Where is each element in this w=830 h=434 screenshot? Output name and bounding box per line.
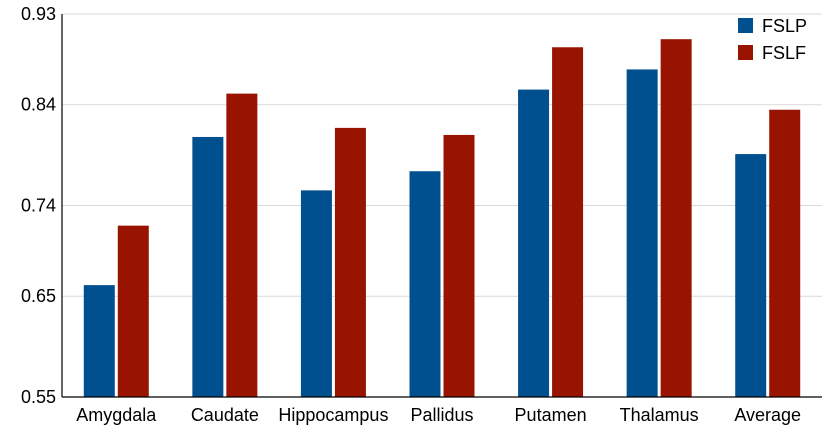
bar-fslf-putamen	[552, 47, 584, 397]
legend-swatch-fslf	[738, 45, 753, 60]
bar-fslf-thalamus	[660, 39, 692, 398]
bar-fslp-hippocampus	[300, 190, 332, 397]
bar-fslf-hippocampus	[334, 127, 366, 398]
y-tick-label: 0.93	[21, 4, 56, 24]
legend-label-fslf: FSLF	[762, 43, 806, 63]
bar-fslp-average	[735, 154, 767, 397]
y-tick-label: 0.55	[21, 387, 56, 407]
legend: FSLP FSLF	[738, 16, 807, 63]
bar-fslf-pallidus	[443, 134, 475, 397]
bar-fslp-putamen	[518, 89, 550, 397]
x-tick-label: Pallidus	[410, 405, 473, 425]
x-tick-labels: Amygdala Caudate Hippocampus Pallidus Putame…	[76, 405, 801, 425]
x-tick-label: Putamen	[515, 405, 587, 425]
x-tick-label: Caudate	[191, 405, 259, 425]
grid	[62, 13, 822, 297]
bar-fslf-amygdala	[117, 225, 149, 397]
x-tick-label: Hippocampus	[278, 405, 388, 425]
bars	[83, 39, 801, 398]
bar-fslp-thalamus	[626, 69, 658, 398]
bar-fslp-amygdala	[83, 285, 115, 397]
y-tick-labels: 0.55 0.65 0.74 0.84 0.93	[21, 4, 56, 407]
y-tick-label: 0.84	[21, 95, 56, 115]
legend-swatch-fslp	[738, 18, 753, 33]
y-tick-label: 0.65	[21, 286, 56, 306]
legend-label-fslp: FSLP	[762, 16, 807, 36]
x-tick-label: Amygdala	[76, 405, 157, 425]
x-tick-label: Thalamus	[620, 405, 699, 425]
y-tick-label: 0.74	[21, 196, 56, 216]
bar-fslf-average	[769, 109, 801, 397]
bar-fslf-caudate	[226, 93, 258, 397]
bar-fslp-pallidus	[409, 171, 441, 397]
x-tick-label: Average	[734, 405, 801, 425]
bar-fslp-caudate	[192, 136, 224, 397]
